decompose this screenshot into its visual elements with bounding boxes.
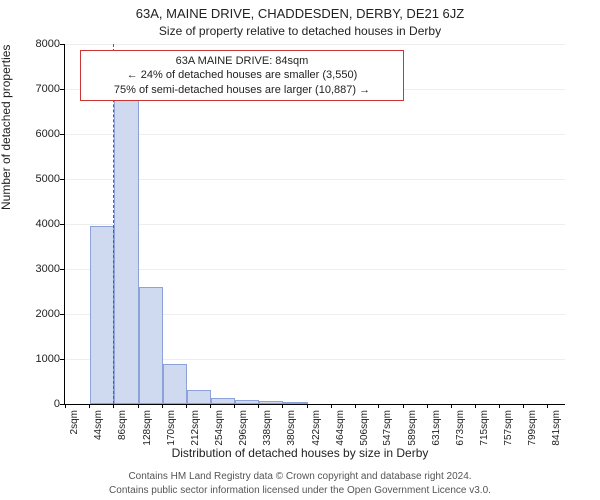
histogram-bar: [139, 287, 163, 404]
histogram-bar: [114, 100, 138, 404]
x-tick-mark: [282, 404, 283, 408]
y-tick-label: 4000: [0, 218, 60, 230]
y-tick-label: 2000: [0, 308, 60, 320]
x-tick-mark: [186, 404, 187, 408]
annotation-box: 63A MAINE DRIVE: 84sqm ← 24% of detached…: [80, 50, 404, 101]
histogram-bar: [187, 390, 211, 404]
y-tick-mark: [60, 269, 64, 270]
gridline: [65, 269, 565, 270]
gridline: [65, 134, 565, 135]
y-tick-mark: [60, 314, 64, 315]
x-tick-mark: [451, 404, 452, 408]
x-tick-mark: [138, 404, 139, 408]
histogram-bar: [211, 398, 235, 404]
x-tick-mark: [547, 404, 548, 408]
x-tick-mark: [499, 404, 500, 408]
x-tick-mark: [307, 404, 308, 408]
y-tick-label: 5000: [0, 173, 60, 185]
x-tick-mark: [113, 404, 114, 408]
x-tick-mark: [427, 404, 428, 408]
annotation-line2: ← 24% of detached houses are smaller (3,…: [87, 68, 397, 82]
y-tick-label: 8000: [0, 38, 60, 50]
y-tick-mark: [60, 224, 64, 225]
y-tick-mark: [60, 179, 64, 180]
x-tick-mark: [355, 404, 356, 408]
gridline: [65, 44, 565, 45]
footer-line2: Contains public sector information licen…: [0, 485, 600, 496]
y-tick-mark: [60, 359, 64, 360]
annotation-line3: 75% of semi-detached houses are larger (…: [87, 83, 397, 97]
x-tick-label: 841sqm: [551, 410, 600, 446]
x-tick-mark: [258, 404, 259, 408]
histogram-bar: [235, 400, 259, 404]
chart-subtitle: Size of property relative to detached ho…: [0, 24, 600, 38]
y-tick-mark: [60, 404, 64, 405]
chart-title: 63A, MAINE DRIVE, CHADDESDEN, DERBY, DE2…: [0, 6, 600, 21]
x-tick-mark: [210, 404, 211, 408]
x-tick-mark: [523, 404, 524, 408]
y-tick-mark: [60, 134, 64, 135]
chart-container: 63A, MAINE DRIVE, CHADDESDEN, DERBY, DE2…: [0, 0, 600, 500]
y-tick-label: 6000: [0, 128, 60, 140]
x-tick-mark: [475, 404, 476, 408]
x-tick-mark: [403, 404, 404, 408]
y-tick-label: 3000: [0, 263, 60, 275]
annotation-line1: 63A MAINE DRIVE: 84sqm: [87, 54, 397, 68]
x-axis-label: Distribution of detached houses by size …: [0, 446, 600, 460]
histogram-bar: [90, 226, 114, 404]
y-tick-mark: [60, 44, 64, 45]
x-tick-mark: [65, 404, 66, 408]
x-tick-mark: [234, 404, 235, 408]
gridline: [65, 224, 565, 225]
x-tick-mark: [331, 404, 332, 408]
x-tick-mark: [378, 404, 379, 408]
histogram-bar: [259, 401, 283, 404]
y-tick-label: 0: [0, 398, 60, 410]
gridline: [65, 179, 565, 180]
x-tick-mark: [162, 404, 163, 408]
y-tick-mark: [60, 89, 64, 90]
x-tick-mark: [89, 404, 90, 408]
histogram-bar: [283, 402, 307, 404]
footer-line1: Contains HM Land Registry data © Crown c…: [0, 471, 600, 482]
y-tick-label: 1000: [0, 353, 60, 365]
y-tick-label: 7000: [0, 83, 60, 95]
histogram-bar: [163, 364, 187, 405]
